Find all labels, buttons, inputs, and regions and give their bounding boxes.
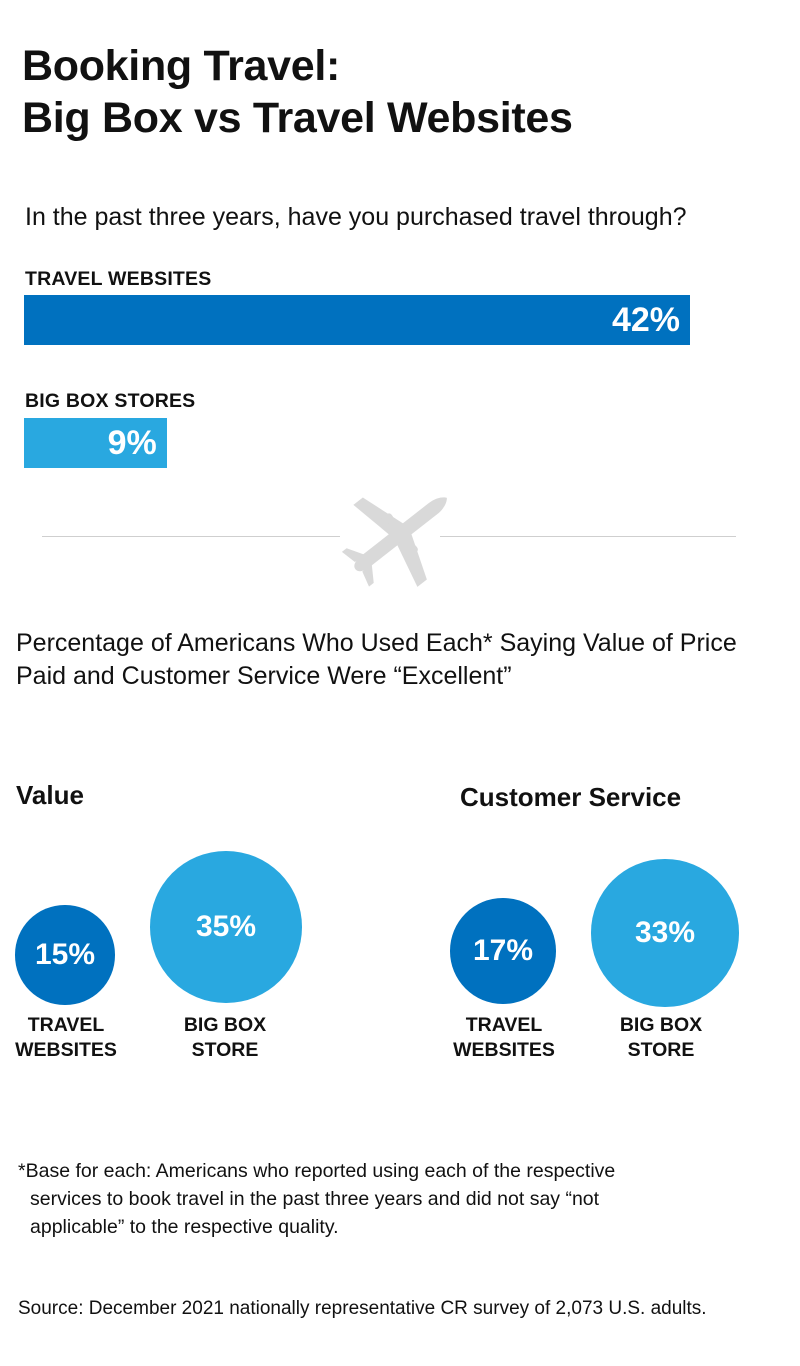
bubble-value-travel-websites: 15% [15,905,115,1005]
section-title-value: Value [16,780,84,810]
bubble-service-travel-websites: 17% [450,898,556,1004]
source-note: Source: December 2021 nationally represe… [18,1298,707,1319]
survey-question: In the past three years, have you purcha… [25,203,687,231]
category-label-big-box-store: BIG BOX STORE [596,1013,726,1063]
page-title: Booking Travel: Big Box vs Travel Websit… [22,40,573,144]
bar-label-travel-websites: TRAVEL WEBSITES [25,268,212,290]
bubble-value-label-travel-websites: 15% [34,937,96,971]
section-title-customer-service: Customer Service [460,782,682,812]
label-line: TRAVEL [27,1014,105,1036]
bar-travel-websites: 42% [24,295,690,345]
label-line: WEBSITES [15,1039,117,1061]
bubble-service-big-box-store: 33% [591,859,739,1007]
chart-subtitle: Percentage of Americans Who Used Each* S… [16,629,737,690]
bubble-service-label-big-box-store: 33% [634,915,696,949]
label-line: BIG BOX [183,1014,267,1036]
bubble-value-label-big-box-store: 35% [195,909,256,943]
category-label-big-box-store: BIG BOX STORE [160,1013,290,1063]
bar-value-travel-websites: 42% [611,300,680,339]
footnote-line: services to book travel in the past thre… [30,1188,600,1210]
airplane-icon [336,484,460,588]
divider-right [440,536,736,537]
footnote: *Base for each: Americans who reported u… [18,1157,758,1241]
footnote-line: *Base for each: Americans who reported u… [18,1160,616,1182]
bubble-service-label-travel-websites: 17% [472,933,534,967]
footnote-line: applicable” to the respective quality. [30,1216,339,1238]
divider-left [42,536,340,537]
category-label-travel-websites: TRAVEL WEBSITES [439,1013,569,1063]
label-line: TRAVEL [465,1014,543,1036]
category-label-travel-websites: TRAVEL WEBSITES [1,1013,131,1063]
bar-label-big-box-stores: BIG BOX STORES [25,390,196,412]
label-line: STORE [191,1039,259,1061]
label-line: WEBSITES [453,1039,555,1061]
title-line-2: Big Box vs Travel Websites [22,94,573,142]
bar-value-big-box-stores: 9% [107,423,157,462]
label-line: BIG BOX [619,1014,703,1036]
label-line: STORE [627,1039,695,1061]
title-line-1: Booking Travel: [22,42,341,90]
bubble-value-big-box-store: 35% [150,851,302,1003]
bar-big-box-stores: 9% [24,418,167,468]
